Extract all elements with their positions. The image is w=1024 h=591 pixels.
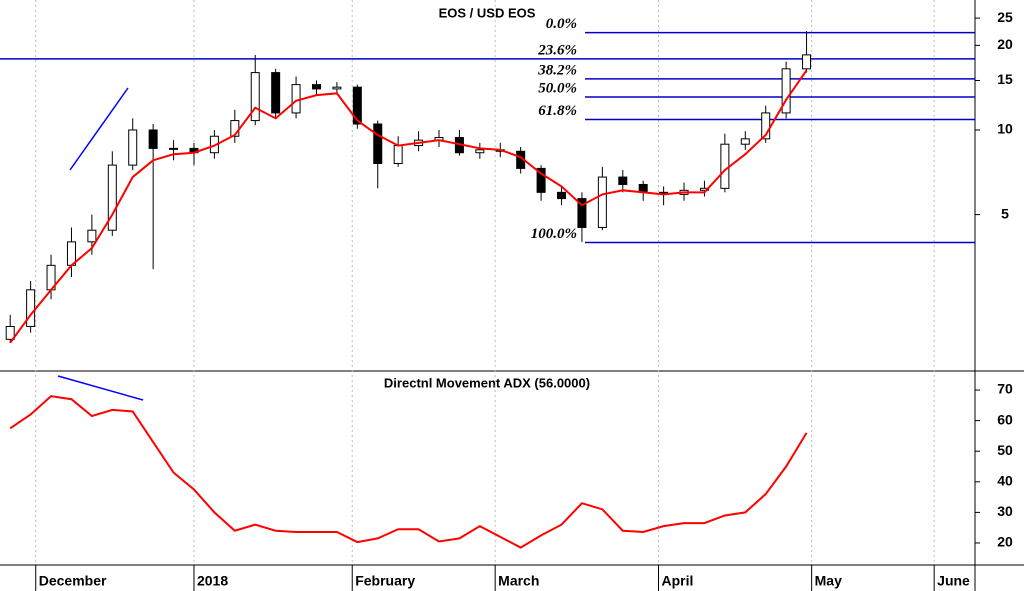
candle-body (577, 198, 587, 228)
fib-label: 61.8% (538, 103, 577, 119)
adx-line (9, 395, 808, 549)
y-tick-label: 25 (997, 9, 1013, 25)
y-tick-label: 10 (997, 121, 1013, 137)
x-tick-label: December (39, 573, 107, 589)
x-tick-label: February (355, 573, 415, 589)
trend-annotation (69, 87, 129, 171)
candle-body (128, 129, 138, 166)
candle-body (536, 167, 546, 193)
y-tick-label: 50 (997, 442, 1013, 458)
y-tick-label: 5 (1001, 205, 1009, 221)
moving-average (9, 69, 808, 344)
trend-annotation (57, 375, 144, 401)
candle-body (311, 84, 321, 90)
candle-body (373, 123, 383, 164)
y-tick-label: 60 (997, 411, 1013, 427)
y-tick-label: 30 (997, 503, 1013, 519)
x-tick-label: 2018 (197, 573, 228, 589)
x-tick-label: March (498, 573, 539, 589)
y-tick-label: 20 (997, 534, 1013, 550)
y-tick-label: 40 (997, 473, 1013, 489)
candle-body (169, 147, 179, 150)
candle-body (148, 129, 158, 149)
fib-label: 38.2% (537, 62, 577, 78)
candle-body (720, 143, 730, 189)
chart-title: EOS / USD EOS (439, 5, 536, 20)
fib-label: 23.6% (537, 42, 577, 58)
candle-body (5, 325, 15, 340)
fib-label: 0.0% (546, 16, 577, 32)
candle-body (597, 176, 607, 228)
indicator-title: Directnl Movement ADX (56.0000) (384, 375, 590, 390)
candle-body (87, 229, 97, 243)
x-tick-label: May (815, 573, 842, 589)
candle-body (26, 289, 36, 327)
y-tick-label: 20 (997, 36, 1013, 52)
candle-body (332, 86, 342, 90)
fib-label: 50.0% (538, 80, 577, 96)
candle-body (250, 72, 260, 122)
x-tick-label: June (937, 573, 970, 589)
candle-body (740, 138, 750, 145)
candle-body (781, 68, 791, 114)
candle-body (761, 112, 771, 140)
candle-body (557, 191, 567, 200)
y-tick-label: 15 (997, 71, 1013, 87)
candle-body (393, 145, 403, 164)
candle-body (618, 176, 628, 185)
y-tick-label: 70 (997, 381, 1013, 397)
candle-body (271, 72, 281, 114)
fib-label: 100.0% (531, 226, 577, 242)
candle-body (107, 164, 117, 231)
x-tick-label: April (662, 573, 694, 589)
candle-body (802, 54, 812, 70)
candle-body (291, 84, 301, 114)
candle-body (475, 149, 485, 154)
candle-body (352, 86, 362, 125)
